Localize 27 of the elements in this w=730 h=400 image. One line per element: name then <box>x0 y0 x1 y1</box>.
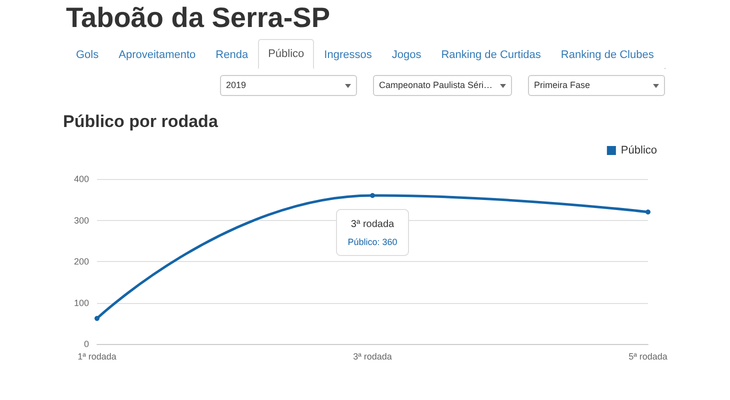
text: Ranking de Curtidas <box>431 40 551 69</box>
point <box>646 210 650 214</box>
text: Campeonato Paulista Séri… <box>379 80 494 90</box>
point <box>94 316 100 321</box>
y-tick-label: 200 <box>74 256 89 266</box>
y-tick-label: 0 <box>84 339 89 349</box>
x-tick-label: 5ª rodada <box>628 352 668 362</box>
y-tick-label: 100 <box>74 298 89 308</box>
annotation: Público: 360 <box>348 237 398 247</box>
chart-title: Taboão da Serra-SP <box>66 1 330 35</box>
y-tick-label: 400 <box>74 174 89 184</box>
point <box>370 193 375 198</box>
text: Ingressos <box>314 40 382 69</box>
text: Gols <box>66 40 109 69</box>
text: Renda <box>206 40 258 69</box>
y-tick-label: 300 <box>74 215 89 226</box>
text: Público <box>258 39 314 69</box>
text: 2019 <box>226 80 248 90</box>
x-tick-label: 1ª rodada <box>78 352 116 362</box>
chart-subtitle: Público por rodada <box>63 112 218 131</box>
text: Ranking de Clubes <box>550 40 664 69</box>
text: Jogos <box>382 40 432 69</box>
text: Aproveitamento <box>108 40 206 69</box>
legend-label: Público <box>620 144 657 156</box>
x-tick-label: 3ª rodada <box>353 352 392 362</box>
text: Primeira Fase <box>534 80 592 90</box>
annotation: 3ª rodada <box>350 219 395 230</box>
